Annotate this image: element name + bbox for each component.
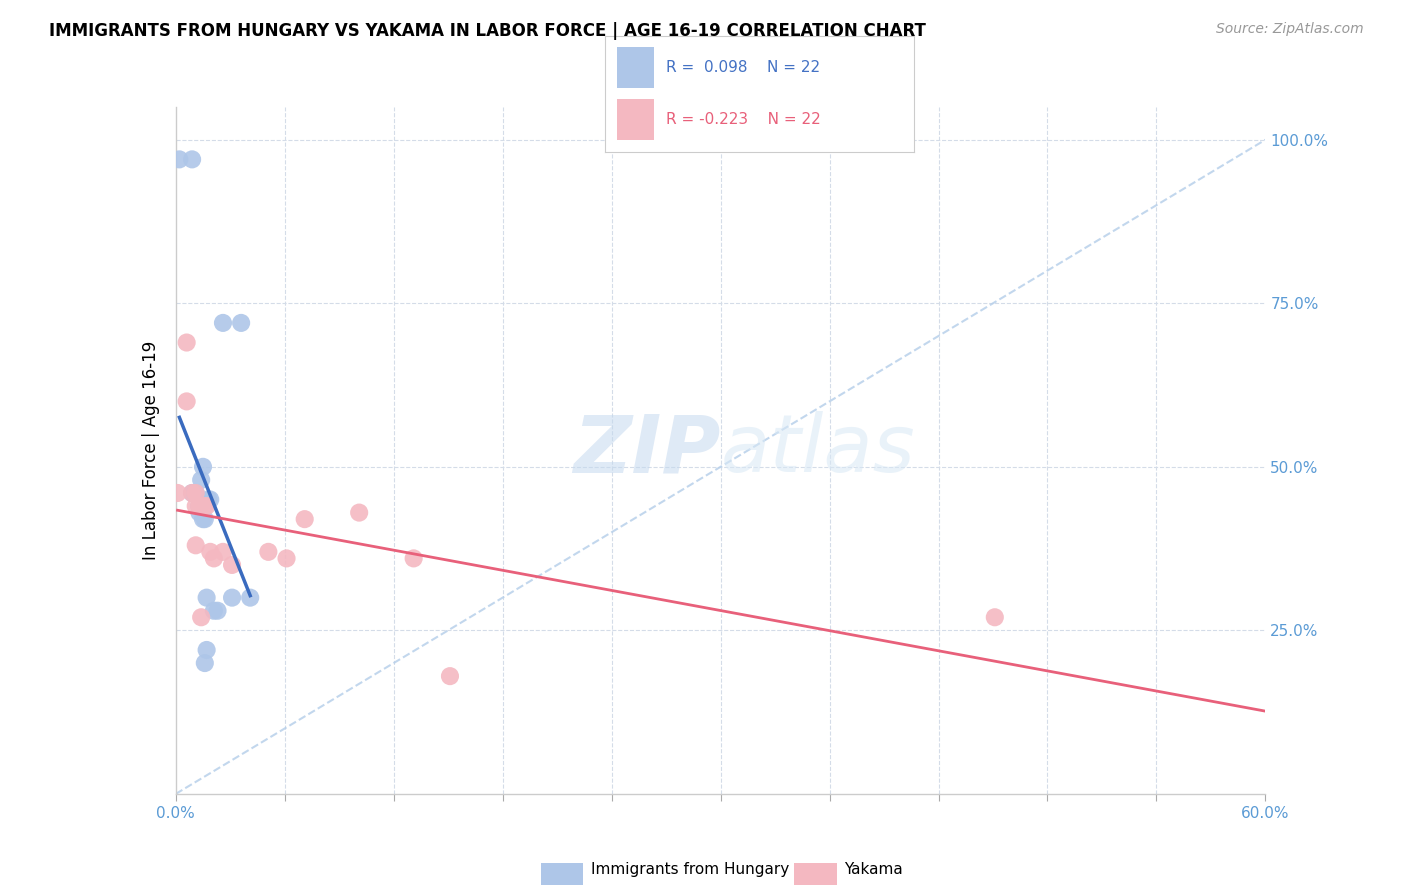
Point [439, 669, 461, 683]
Point [184, 538, 207, 552]
Point [194, 512, 217, 526]
Point [190, 610, 212, 624]
Point [257, 545, 280, 559]
Point [231, 316, 253, 330]
Point [202, 604, 225, 618]
Point [221, 591, 243, 605]
Point [181, 153, 204, 167]
Point [212, 545, 235, 559]
Point [402, 551, 425, 566]
Text: ZIP: ZIP [574, 411, 721, 490]
Point [184, 499, 207, 513]
Text: Source: ZipAtlas.com: Source: ZipAtlas.com [1216, 22, 1364, 37]
Point [176, 335, 198, 350]
Point [276, 551, 298, 566]
Point [184, 486, 207, 500]
Point [221, 558, 243, 572]
Point [195, 499, 218, 513]
Text: R =  0.098    N = 22: R = 0.098 N = 22 [666, 60, 821, 75]
Point [181, 486, 204, 500]
Text: atlas: atlas [721, 411, 915, 490]
Point [188, 499, 211, 513]
Text: IMMIGRANTS FROM HUNGARY VS YAKAMA IN LABOR FORCE | AGE 16-19 CORRELATION CHART: IMMIGRANTS FROM HUNGARY VS YAKAMA IN LAB… [49, 22, 927, 40]
Point [176, 394, 198, 409]
Y-axis label: In Labor Force | Age 16-19: In Labor Force | Age 16-19 [142, 341, 160, 560]
Point [188, 506, 211, 520]
Point [188, 499, 211, 513]
Point [195, 591, 218, 605]
Bar [617, 99, 654, 140]
Point [200, 492, 222, 507]
Point [191, 512, 214, 526]
Point [184, 486, 207, 500]
Point [181, 486, 204, 500]
Point [195, 643, 218, 657]
Point [347, 506, 370, 520]
Point [194, 499, 217, 513]
Point [239, 591, 262, 605]
Point [984, 610, 1007, 624]
Point [202, 551, 225, 566]
Point [169, 153, 191, 167]
Text: R = -0.223    N = 22: R = -0.223 N = 22 [666, 112, 821, 128]
Point [190, 473, 212, 487]
Point [166, 486, 188, 500]
Text: Yakama: Yakama [844, 863, 903, 877]
Point [197, 492, 219, 507]
Point [200, 545, 222, 559]
Point [212, 316, 235, 330]
Point [207, 604, 229, 618]
Point [294, 512, 316, 526]
Bar [617, 47, 654, 88]
Text: Immigrants from Hungary: Immigrants from Hungary [591, 863, 789, 877]
Point [191, 459, 214, 474]
Point [194, 656, 217, 670]
Point [188, 499, 211, 513]
